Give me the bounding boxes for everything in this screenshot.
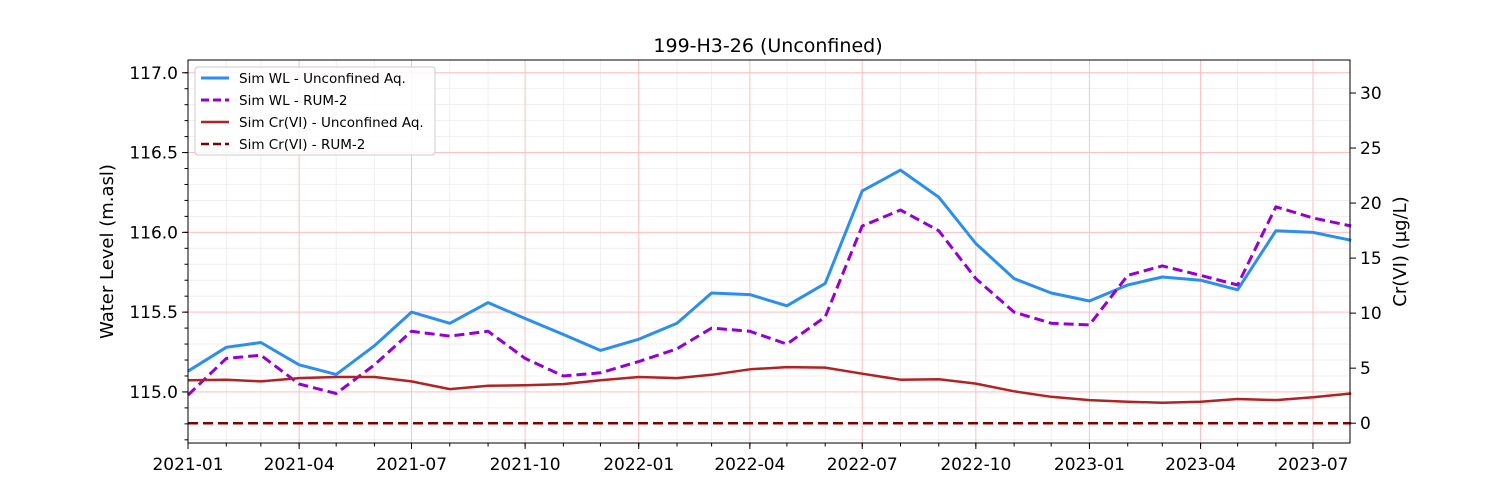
x-tick-label: 2022-10 [940,455,1011,475]
y-tick-label: 117.0 [129,64,178,84]
plot-frame [187,59,1351,444]
x-tick-label: 2021-07 [376,455,447,475]
series-line-1 [187,168,1352,376]
series-lines [186,168,1352,425]
legend-label: Sim WL - Unconfined Aq. [239,71,406,87]
y-tick-label: 115.0 [129,383,178,403]
y2-tick-label: 15 [1360,249,1382,269]
series-line-3 [187,365,1352,405]
x-tick-label: 2021-01 [152,455,223,475]
legend-label: Sim WL - RUM-2 [239,93,347,109]
y-tick-label: 116.0 [129,223,178,243]
y2-tick-label: 10 [1360,304,1382,324]
legend: Sim WL - Unconfined Aq. Sim WL - RUM-2 Sim… [194,66,436,156]
series-line-2 [186,205,1352,397]
axes: 2021-01 2021-04 2021-07 2021-10 2022-01 2022-… [129,64,1381,475]
x-tick-label: 2022-01 [603,455,674,475]
y2-tick-label: 5 [1360,359,1371,379]
y2-tick-label: 0 [1360,414,1371,434]
y-axis-title: Water Level (m.asl) [97,164,118,339]
legend-label: Sim Cr(VI) - Unconfined Aq. [239,115,424,131]
x-tick-label: 2023-04 [1165,455,1236,475]
x-tick-label: 2023-07 [1277,455,1348,475]
x-tick-label: 2021-10 [490,455,561,475]
x-tick-label: 2022-07 [827,455,898,475]
y2-tick-label: 25 [1360,139,1382,159]
y2-tick-label: 30 [1360,84,1382,104]
y2-axis-title: Cr(VI) (µg/L) [1390,196,1411,306]
y-tick-label: 115.5 [129,303,178,323]
legend-box [194,66,436,156]
x-tick-label: 2023-01 [1054,455,1125,475]
x-tick-label: 2021-04 [264,455,335,475]
y-tick-label: 116.5 [129,144,178,164]
legend-label: Sim Cr(VI) - RUM-2 [239,137,365,153]
chart-title: 199-H3-26 (Unconfined) [653,35,882,57]
y2-tick-label: 20 [1360,194,1382,214]
x-tick-label: 2022-04 [714,455,785,475]
